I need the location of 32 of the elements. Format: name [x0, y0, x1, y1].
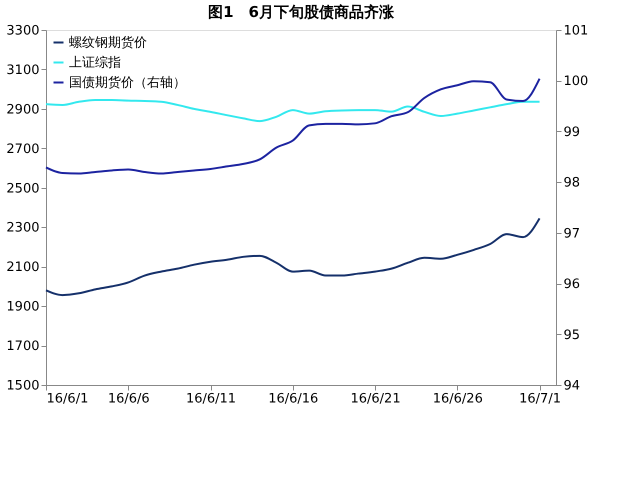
x-tick-label: 16/6/16 [268, 392, 318, 406]
y2-tick-label: 101 [564, 24, 588, 38]
y2-tick-label: 95 [564, 328, 580, 343]
x-tick-label: 16/6/6 [108, 392, 150, 406]
y2-tick-label: 99 [564, 124, 580, 140]
legend-label: 螺纹钢期货价 [69, 36, 147, 50]
legend-label: 上证综指 [69, 56, 121, 70]
x-tick-label: 16/6/1 [46, 392, 88, 406]
y2-tick-label: 98 [564, 176, 580, 191]
y-tick-label: 2100 [6, 260, 40, 276]
line-series [45, 78, 541, 175]
y-tick-label: 3300 [6, 24, 40, 38]
y-tick-label: 2500 [6, 181, 40, 196]
y-tick-label: 2300 [6, 220, 40, 236]
x-tick-label: 16/6/11 [186, 392, 236, 406]
legend-label: 国债期货价（右轴） [69, 76, 186, 90]
x-tick-label: 16/6/26 [432, 392, 483, 406]
y-tick-label: 2900 [6, 102, 40, 118]
x-tick-label: 16/7/1 [519, 392, 561, 406]
y-tick-label: 1500 [6, 378, 40, 394]
y-tick-label: 2700 [6, 142, 40, 157]
y2-tick-label: 94 [564, 378, 580, 394]
chart-title: 图1 6月下旬股债商品齐涨 [208, 3, 395, 21]
x-tick-label: 16/6/21 [350, 392, 401, 406]
y2-tick-label: 100 [564, 74, 588, 90]
line-series [45, 217, 541, 296]
y-tick-label: 1900 [6, 300, 40, 315]
y-tick-label: 1700 [6, 339, 40, 354]
line-series [45, 99, 541, 122]
y-tick-label: 3100 [6, 62, 40, 78]
y2-tick-label: 96 [564, 277, 580, 292]
y2-tick-label: 97 [564, 226, 580, 242]
